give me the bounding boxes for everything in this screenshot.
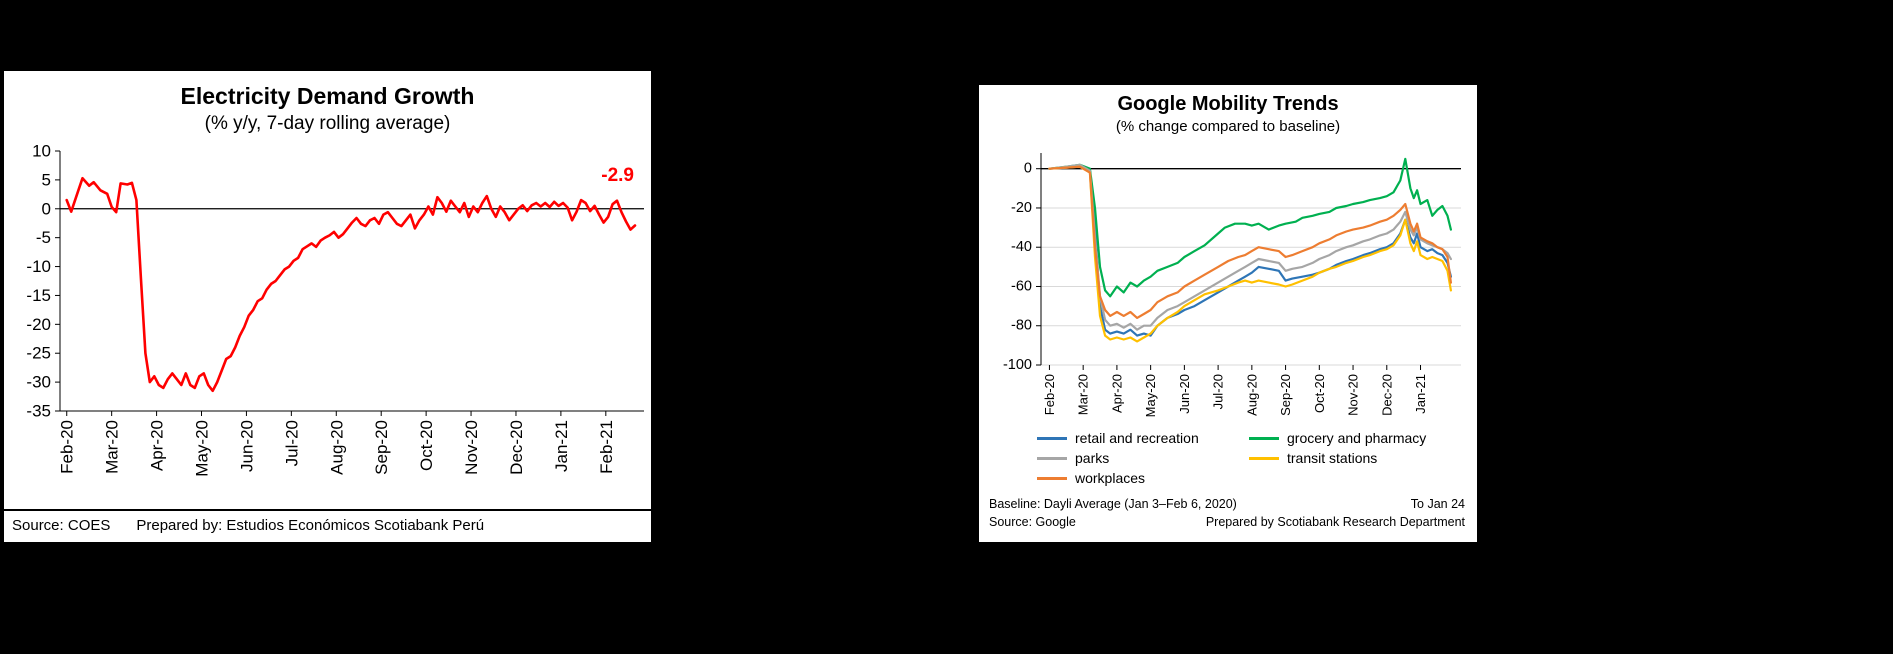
mobility-chart-subtitle: (% change compared to baseline)	[1115, 118, 1341, 135]
svg-text:Apr-20: Apr-20	[148, 420, 167, 471]
legend-label: grocery and pharmacy	[1287, 430, 1427, 446]
mobility-chart-legend: retail and recreation grocery and pharmac…	[1037, 430, 1451, 486]
electricity-chart-panel: 10 5 0 -5 -10 -15 -20 -25 -30 -35 Feb-20 Mar-20 Apr-…	[3, 70, 652, 543]
electricity-chart-title: Electricity Demand Growth	[180, 83, 475, 109]
svg-text:-15: -15	[26, 286, 51, 305]
svg-text:-60: -60	[1011, 278, 1032, 294]
mobility-to-date-label: To Jan 24	[1410, 497, 1465, 511]
svg-text:Aug-20: Aug-20	[1244, 374, 1259, 416]
svg-text:Mar-20: Mar-20	[1076, 374, 1091, 415]
electricity-chart-plot: 10 5 0 -5 -10 -15 -20 -25 -30 -35 Feb-20 Mar-20 Apr-…	[26, 142, 644, 477]
svg-text:-20: -20	[1011, 200, 1032, 216]
svg-text:-5: -5	[36, 228, 51, 247]
mobility-footer-row-2: Source: Google Prepared by Scotiabank Re…	[989, 515, 1465, 529]
svg-text:-35: -35	[26, 402, 51, 421]
svg-text:-10: -10	[26, 257, 51, 276]
svg-text:Jan-21: Jan-21	[552, 420, 571, 472]
svg-text:Jul-20: Jul-20	[1211, 374, 1226, 409]
svg-text:0: 0	[42, 199, 51, 218]
legend-label: retail and recreation	[1075, 430, 1199, 446]
svg-text:Jan-21: Jan-21	[1413, 374, 1428, 414]
svg-text:Nov-20: Nov-20	[462, 420, 481, 475]
mobility-footer-row-1: Baseline: Dayli Average (Jan 3–Feb 6, 20…	[989, 497, 1465, 511]
mobility-baseline-label: Baseline: Dayli Average (Jan 3–Feb 6, 20…	[989, 497, 1237, 511]
legend-item-workplaces: workplaces	[1037, 470, 1239, 486]
mobility-source-label: Source: Google	[989, 515, 1076, 529]
svg-text:10: 10	[32, 142, 51, 161]
svg-text:-40: -40	[1011, 239, 1032, 255]
mobility-prepared-label: Prepared by Scotiabank Research Departme…	[1205, 515, 1465, 529]
legend-item-retail-and-recreation: retail and recreation	[1037, 430, 1239, 446]
svg-text:Aug-20: Aug-20	[327, 420, 346, 475]
svg-text:-2.9: -2.9	[601, 165, 634, 186]
svg-text:-20: -20	[26, 315, 51, 334]
svg-text:Nov-20: Nov-20	[1346, 374, 1361, 416]
svg-text:0: 0	[1024, 161, 1032, 177]
svg-text:-100: -100	[1003, 357, 1032, 373]
legend-label: parks	[1075, 450, 1110, 466]
svg-text:Jun-20: Jun-20	[1177, 374, 1192, 414]
svg-text:May-20: May-20	[193, 420, 212, 477]
mobility-chart-plot: 0 -20 -40 -60 -80 -100 Feb-20 Mar-20 Apr-20 May-2…	[1003, 153, 1461, 417]
electricity-chart-subtitle: (% y/y, 7-day rolling average)	[204, 113, 451, 134]
legend-item-parks: parks	[1037, 450, 1239, 466]
legend-label: transit stations	[1287, 450, 1378, 466]
svg-text:Apr-20: Apr-20	[1109, 374, 1124, 413]
svg-text:Feb-21: Feb-21	[597, 420, 616, 474]
svg-text:5: 5	[42, 170, 51, 189]
svg-text:Oct-20: Oct-20	[1312, 374, 1327, 413]
electricity-prepared-label: Prepared by: Estudios Económicos Scotiab…	[136, 517, 485, 534]
mobility-chart-panel: 0 -20 -40 -60 -80 -100 Feb-20 Mar-20 Apr-20 May-2…	[978, 84, 1478, 543]
svg-text:May-20: May-20	[1143, 374, 1158, 417]
svg-text:Feb-20: Feb-20	[1042, 374, 1057, 415]
svg-text:Feb-20: Feb-20	[58, 420, 77, 474]
svg-text:-80: -80	[1011, 318, 1032, 334]
legend-item-transit-stations: transit stations	[1249, 450, 1451, 466]
svg-text:-30: -30	[26, 373, 51, 392]
legend-line-swatch	[1037, 456, 1067, 460]
legend-label: workplaces	[1075, 470, 1146, 486]
legend-item-grocery-and-pharmacy: grocery and pharmacy	[1249, 430, 1451, 446]
svg-text:Sep-20: Sep-20	[1278, 374, 1293, 416]
svg-text:Dec-20: Dec-20	[507, 420, 526, 475]
legend-line-swatch	[1249, 436, 1279, 440]
svg-text:Sep-20: Sep-20	[372, 420, 391, 475]
legend-line-swatch	[1249, 456, 1279, 460]
svg-text:Jun-20: Jun-20	[237, 420, 256, 472]
svg-text:Dec-20: Dec-20	[1379, 374, 1394, 416]
legend-line-swatch	[1037, 476, 1067, 480]
svg-text:Mar-20: Mar-20	[103, 420, 122, 474]
electricity-chart-footer: Source: COES Prepared by: Estudios Econó…	[4, 509, 651, 542]
svg-text:-25: -25	[26, 344, 51, 363]
svg-text:Oct-20: Oct-20	[417, 420, 436, 471]
mobility-chart-title: Google Mobility Trends	[1117, 93, 1339, 115]
electricity-source-label: Source: COES	[12, 517, 111, 534]
svg-text:Jul-20: Jul-20	[282, 420, 301, 466]
legend-line-swatch	[1037, 436, 1067, 440]
